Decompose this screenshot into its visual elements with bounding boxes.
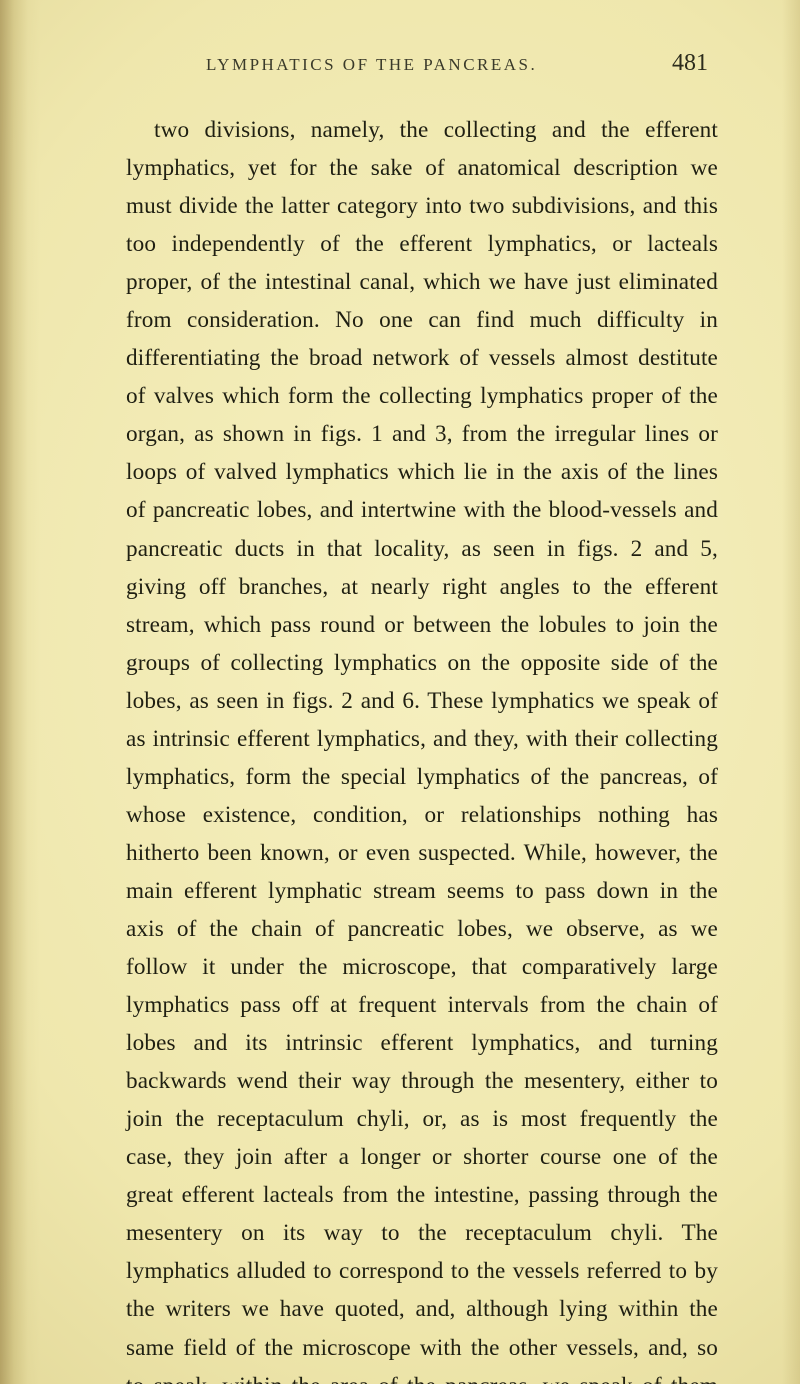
page-container: LYMPHATICS OF THE PANCREAS. 481 two divi… <box>0 0 800 1384</box>
page-number: 481 <box>672 50 708 77</box>
body-paragraph: two divisions, namely, the collecting an… <box>126 111 718 1384</box>
header-row: LYMPHATICS OF THE PANCREAS. 481 <box>126 50 718 77</box>
running-head: LYMPHATICS OF THE PANCREAS. <box>206 55 537 75</box>
